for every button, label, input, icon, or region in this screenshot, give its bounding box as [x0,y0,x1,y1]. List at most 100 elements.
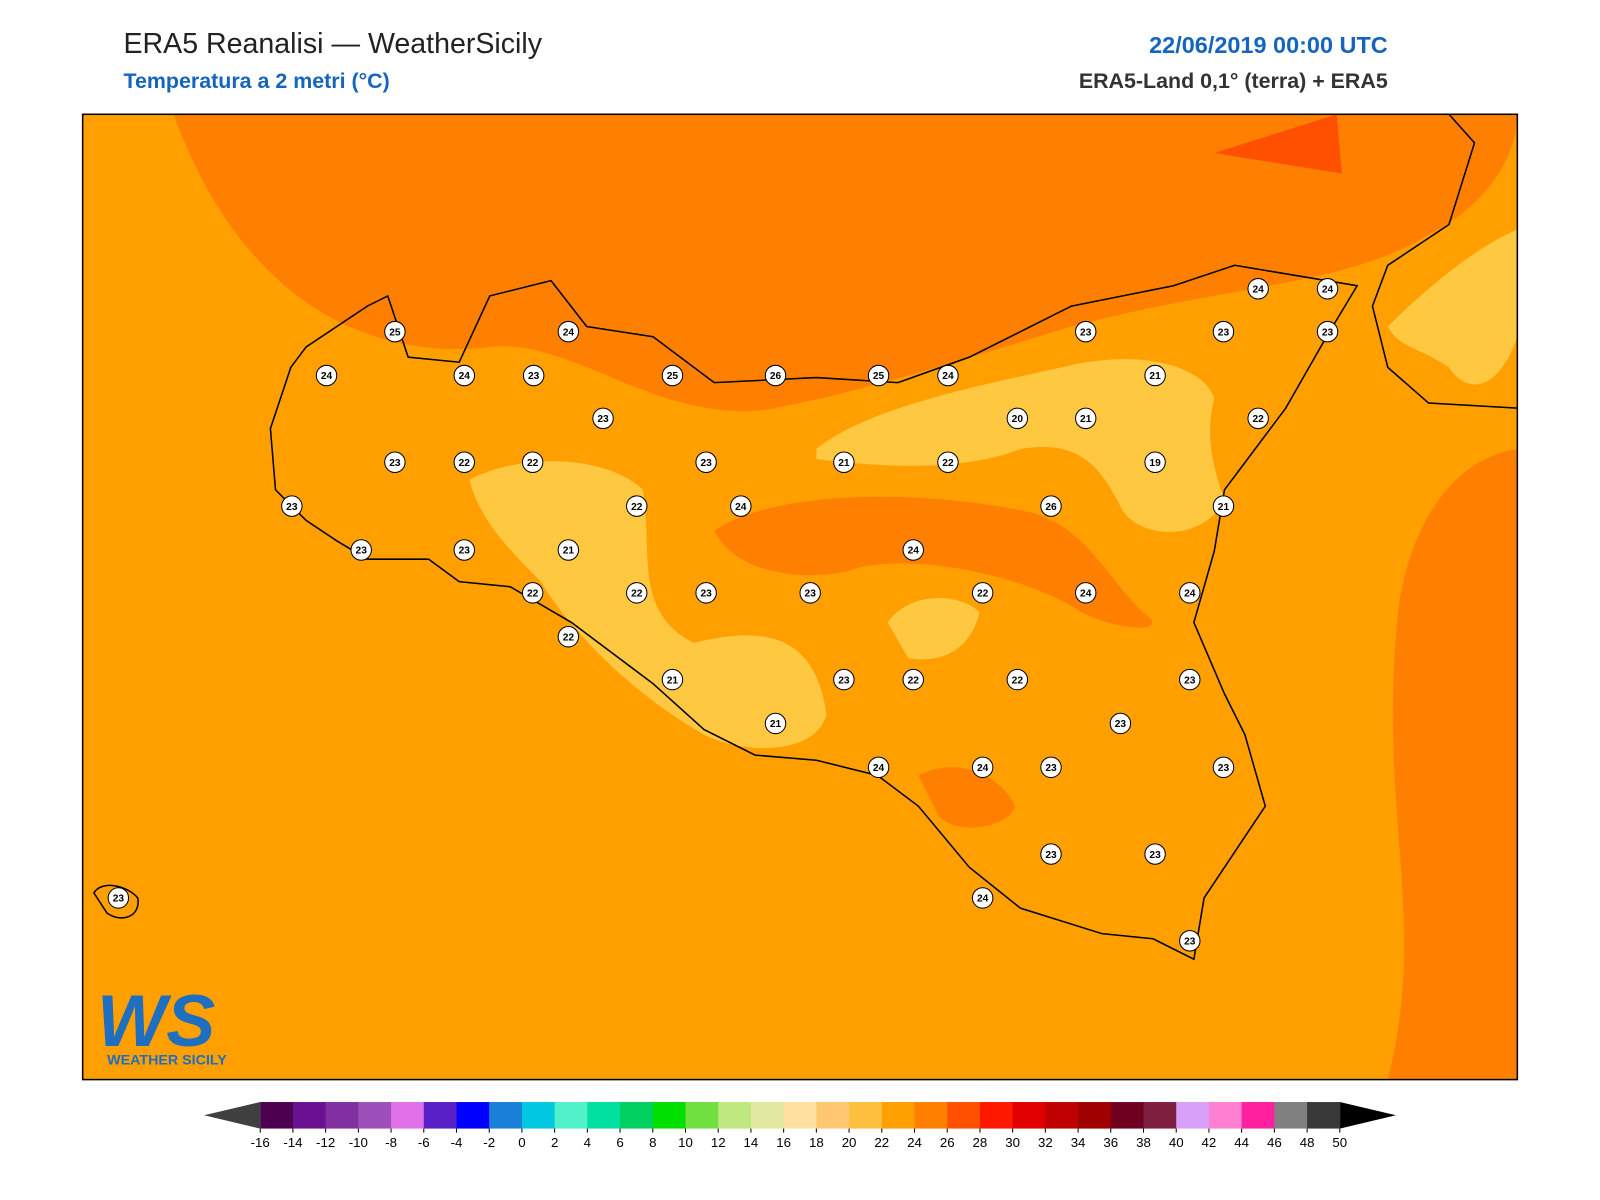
colorbar-label: -4 [451,1135,463,1150]
stations: 25 24 24 24 23 25 26 25 24 23 23 24 24 23 23 20 21 21 22 23… [107,278,1339,952]
station-marker [971,756,994,779]
colorbar-bin [391,1102,425,1129]
colorbar-label: 24 [907,1135,922,1150]
colorbar-bin [325,1102,359,1129]
colorbar-label: 26 [940,1135,955,1150]
station-marker [1247,278,1269,300]
station-value: 24 [459,371,471,382]
station-value: 26 [1045,502,1057,513]
station-marker [592,407,614,430]
station-marker [661,364,684,387]
station-marker [1316,278,1339,300]
colorbar-over [1339,1102,1396,1129]
station-marker [1075,582,1097,604]
colorbar-bin [358,1102,392,1129]
station-marker [695,451,717,473]
station-value: 21 [1149,371,1161,382]
station-value: 24 [563,327,575,338]
station-marker [1144,364,1166,387]
colorbar-bin [456,1102,490,1129]
station-value: 23 [838,675,850,686]
station-value: 19 [1149,458,1161,469]
colorbar-label: 50 [1332,1135,1347,1150]
colorbar-label: 8 [649,1135,656,1150]
station-value: 21 [563,546,575,557]
station-marker [1040,756,1062,779]
colorbar-bin [1045,1102,1079,1129]
station-value: 25 [389,327,401,338]
station-value: 21 [1080,414,1092,425]
colorbar-label: 4 [584,1135,591,1150]
station-value: 23 [1218,327,1230,338]
colorbar-bin [1274,1102,1308,1129]
colorbar-label: 32 [1038,1135,1053,1150]
colorbar-label: -12 [316,1135,335,1150]
station-marker [626,582,648,604]
colorbar-bin [881,1102,916,1129]
colorbar-bin [521,1102,556,1129]
colorbar-bin [489,1102,523,1129]
colorbar-label: 38 [1136,1135,1151,1150]
station-value: 23 [1184,675,1196,686]
station-value: 23 [1218,763,1230,774]
title: ERA5 Reanalisi — WeatherSicily [123,28,542,60]
station-marker [833,668,855,691]
colorbar-label: 22 [874,1135,889,1150]
station-marker [350,539,372,561]
colorbar-label: 18 [809,1135,824,1150]
station-value: 24 [735,502,747,513]
colorbar-bin [620,1102,654,1129]
colorbar-under [204,1102,261,1129]
colorbar-label: 36 [1103,1135,1118,1150]
colorbar-label: -8 [385,1135,397,1150]
logo: WS WEATHER SICILY [97,979,227,1068]
station-value: 24 [873,763,885,774]
colorbar-label: 42 [1202,1135,1217,1150]
coastline [269,264,1359,961]
colorbar-label: 12 [711,1135,726,1150]
station-marker [384,320,406,343]
colorbar-bin [718,1102,752,1129]
station-value: 23 [113,894,125,905]
station-value: 23 [389,458,401,469]
station-marker [453,451,475,473]
station-value: 23 [597,414,609,425]
station-marker [1144,451,1166,473]
subtitle: Temperatura a 2 metri (°C) [123,69,389,93]
station-marker [799,582,821,604]
station-value: 21 [667,675,679,686]
colorbar-bin [292,1102,327,1129]
station-value: 22 [631,502,643,513]
colorbar-label: 34 [1071,1135,1086,1150]
station-value: 23 [1184,937,1196,948]
colorbar-bin [849,1102,883,1129]
cool-zone [1387,229,1518,385]
colorbar-bin [947,1102,981,1129]
station-marker [1212,495,1235,517]
station-marker [937,451,959,473]
station-value: 24 [1322,284,1334,295]
coastline [1371,114,1518,409]
station-marker [1075,320,1097,343]
colorbar-bin [423,1102,458,1129]
warm-zone [173,114,1518,412]
station-marker [695,582,717,604]
station-value: 23 [1149,850,1161,861]
station-marker [1040,843,1062,865]
station-value: 22 [631,589,643,600]
colorbar-bin [1176,1102,1210,1129]
colorbar-bin [1078,1102,1112,1129]
colorbar-label: -10 [349,1135,368,1150]
station-marker [1075,407,1097,430]
station-value: 24 [1080,589,1092,600]
source: ERA5-Land 0,1° (terra) + ERA5 [1079,69,1388,93]
station-marker [867,756,890,779]
colorbar-bin [1143,1102,1177,1129]
station-value: 23 [700,589,712,600]
colorbar-label: 20 [842,1135,857,1150]
station-marker [1212,756,1235,779]
island [92,884,139,919]
station-marker [1006,668,1029,691]
station-marker [971,887,994,909]
station-value: 22 [908,675,920,686]
